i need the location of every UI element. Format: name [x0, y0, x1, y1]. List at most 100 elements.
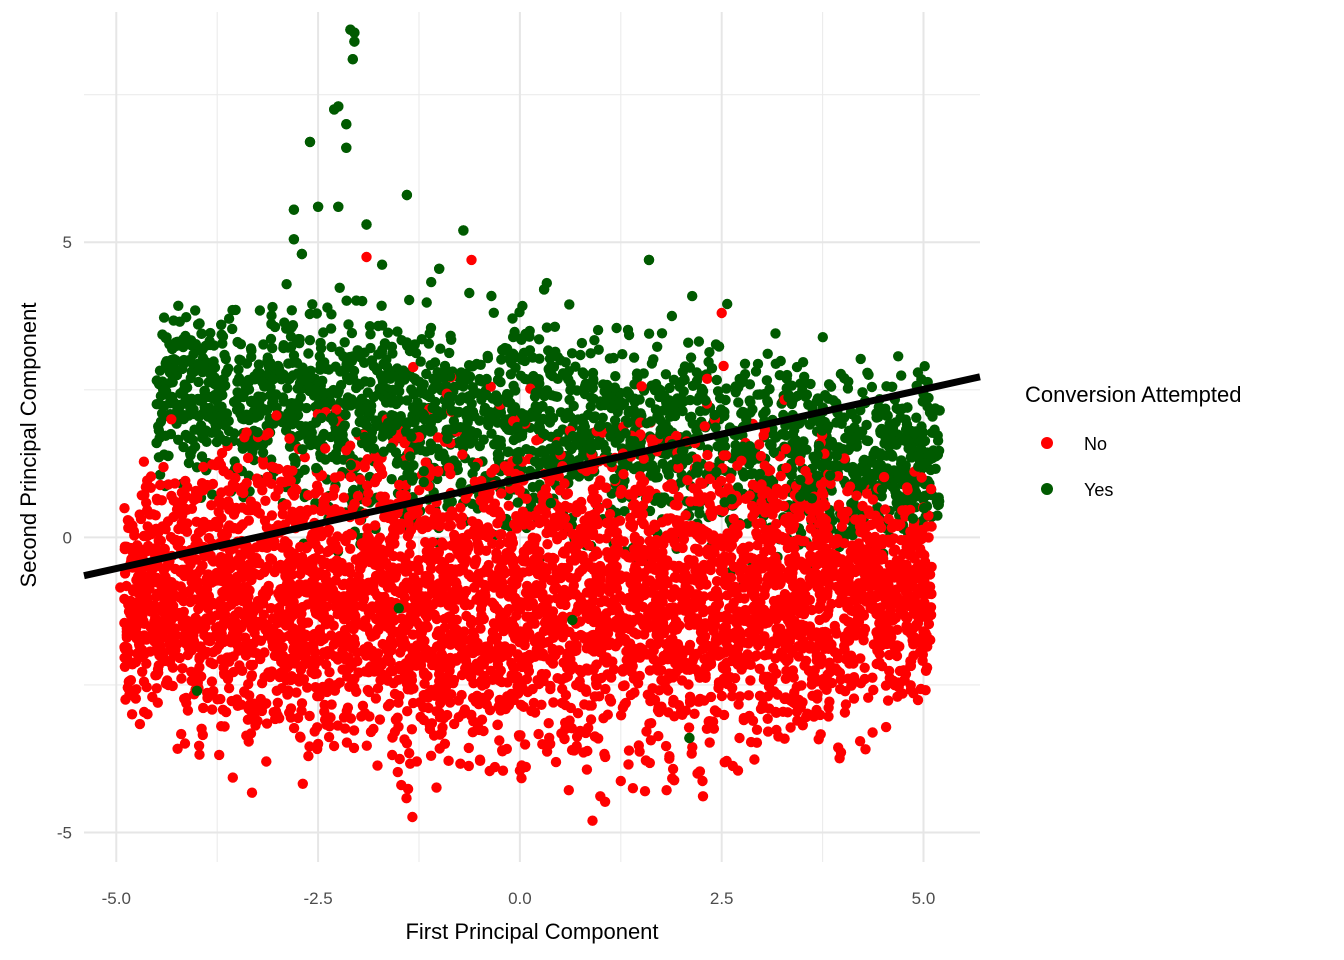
data-point	[206, 676, 218, 687]
data-point	[365, 329, 376, 340]
data-point	[752, 565, 763, 576]
data-point	[572, 708, 584, 719]
data-point	[666, 310, 678, 322]
data-point	[882, 695, 894, 706]
data-point	[214, 749, 225, 761]
data-point	[499, 461, 510, 472]
data-point	[825, 381, 837, 392]
data-point	[258, 609, 269, 620]
data-point	[859, 623, 871, 635]
data-point	[586, 700, 597, 711]
data-point	[267, 301, 278, 313]
data-point	[401, 793, 412, 804]
data-point	[744, 490, 755, 501]
data-point	[138, 456, 150, 467]
data-point	[866, 381, 878, 393]
data-point	[589, 335, 600, 346]
data-point	[749, 754, 760, 765]
data-point	[863, 505, 874, 516]
data-point	[123, 684, 135, 695]
data-point	[618, 469, 629, 480]
data-point	[875, 448, 886, 459]
data-point	[361, 402, 373, 414]
data-point	[361, 740, 372, 751]
data-point	[805, 513, 817, 525]
data-point	[193, 411, 205, 422]
data-point	[700, 669, 711, 681]
data-point	[317, 632, 328, 643]
data-point	[857, 387, 868, 398]
data-point	[711, 585, 722, 597]
data-point	[718, 360, 729, 372]
data-point	[714, 393, 726, 404]
data-point	[812, 689, 823, 700]
data-point	[734, 732, 745, 744]
data-point	[273, 484, 284, 495]
data-point	[432, 432, 444, 443]
data-point	[933, 499, 944, 510]
data-point	[868, 684, 879, 696]
data-point	[743, 638, 754, 649]
data-point	[457, 449, 468, 460]
data-point	[546, 612, 557, 623]
data-point	[304, 335, 316, 346]
data-point	[744, 379, 756, 390]
data-point	[455, 502, 466, 513]
data-point	[585, 348, 596, 359]
data-point	[241, 615, 252, 626]
data-point	[728, 513, 739, 524]
data-point	[884, 649, 895, 661]
data-point	[581, 764, 593, 775]
data-point	[323, 731, 335, 743]
data-point	[786, 469, 797, 481]
data-point	[341, 737, 353, 748]
data-point	[277, 632, 288, 643]
data-point	[756, 479, 767, 490]
data-point	[451, 614, 462, 625]
data-point	[604, 508, 616, 520]
data-point	[230, 304, 241, 316]
data-point	[503, 446, 514, 457]
data-point	[755, 703, 767, 715]
data-point	[709, 619, 721, 631]
data-point	[373, 320, 384, 332]
data-point	[744, 449, 755, 460]
data-point	[269, 566, 280, 578]
data-point	[295, 568, 306, 580]
data-point	[404, 748, 415, 759]
data-point	[521, 493, 532, 504]
data-point	[197, 560, 208, 571]
data-point	[419, 678, 430, 689]
data-point	[883, 513, 894, 525]
data-point	[853, 515, 864, 526]
data-point	[892, 624, 903, 635]
data-point	[494, 367, 505, 378]
data-point	[496, 488, 507, 499]
data-point	[909, 551, 920, 562]
data-point	[210, 423, 222, 434]
data-point	[587, 527, 599, 538]
data-point	[780, 443, 791, 455]
data-point	[514, 307, 525, 318]
data-point	[426, 718, 438, 729]
data-point	[207, 489, 218, 500]
data-point	[415, 711, 426, 723]
data-point	[771, 668, 782, 679]
data-point	[168, 511, 179, 523]
data-point	[669, 538, 680, 549]
data-point	[676, 675, 688, 686]
data-point	[754, 439, 765, 450]
data-point	[564, 299, 575, 310]
data-point	[571, 385, 583, 396]
data-point	[355, 474, 366, 485]
data-point	[131, 684, 142, 695]
data-point	[799, 660, 810, 671]
data-point	[179, 738, 191, 749]
data-point	[767, 429, 779, 440]
data-point	[633, 461, 644, 472]
data-point	[469, 476, 480, 487]
data-point	[836, 418, 847, 429]
data-point	[304, 710, 315, 722]
data-point	[747, 479, 758, 490]
data-point	[392, 766, 403, 778]
